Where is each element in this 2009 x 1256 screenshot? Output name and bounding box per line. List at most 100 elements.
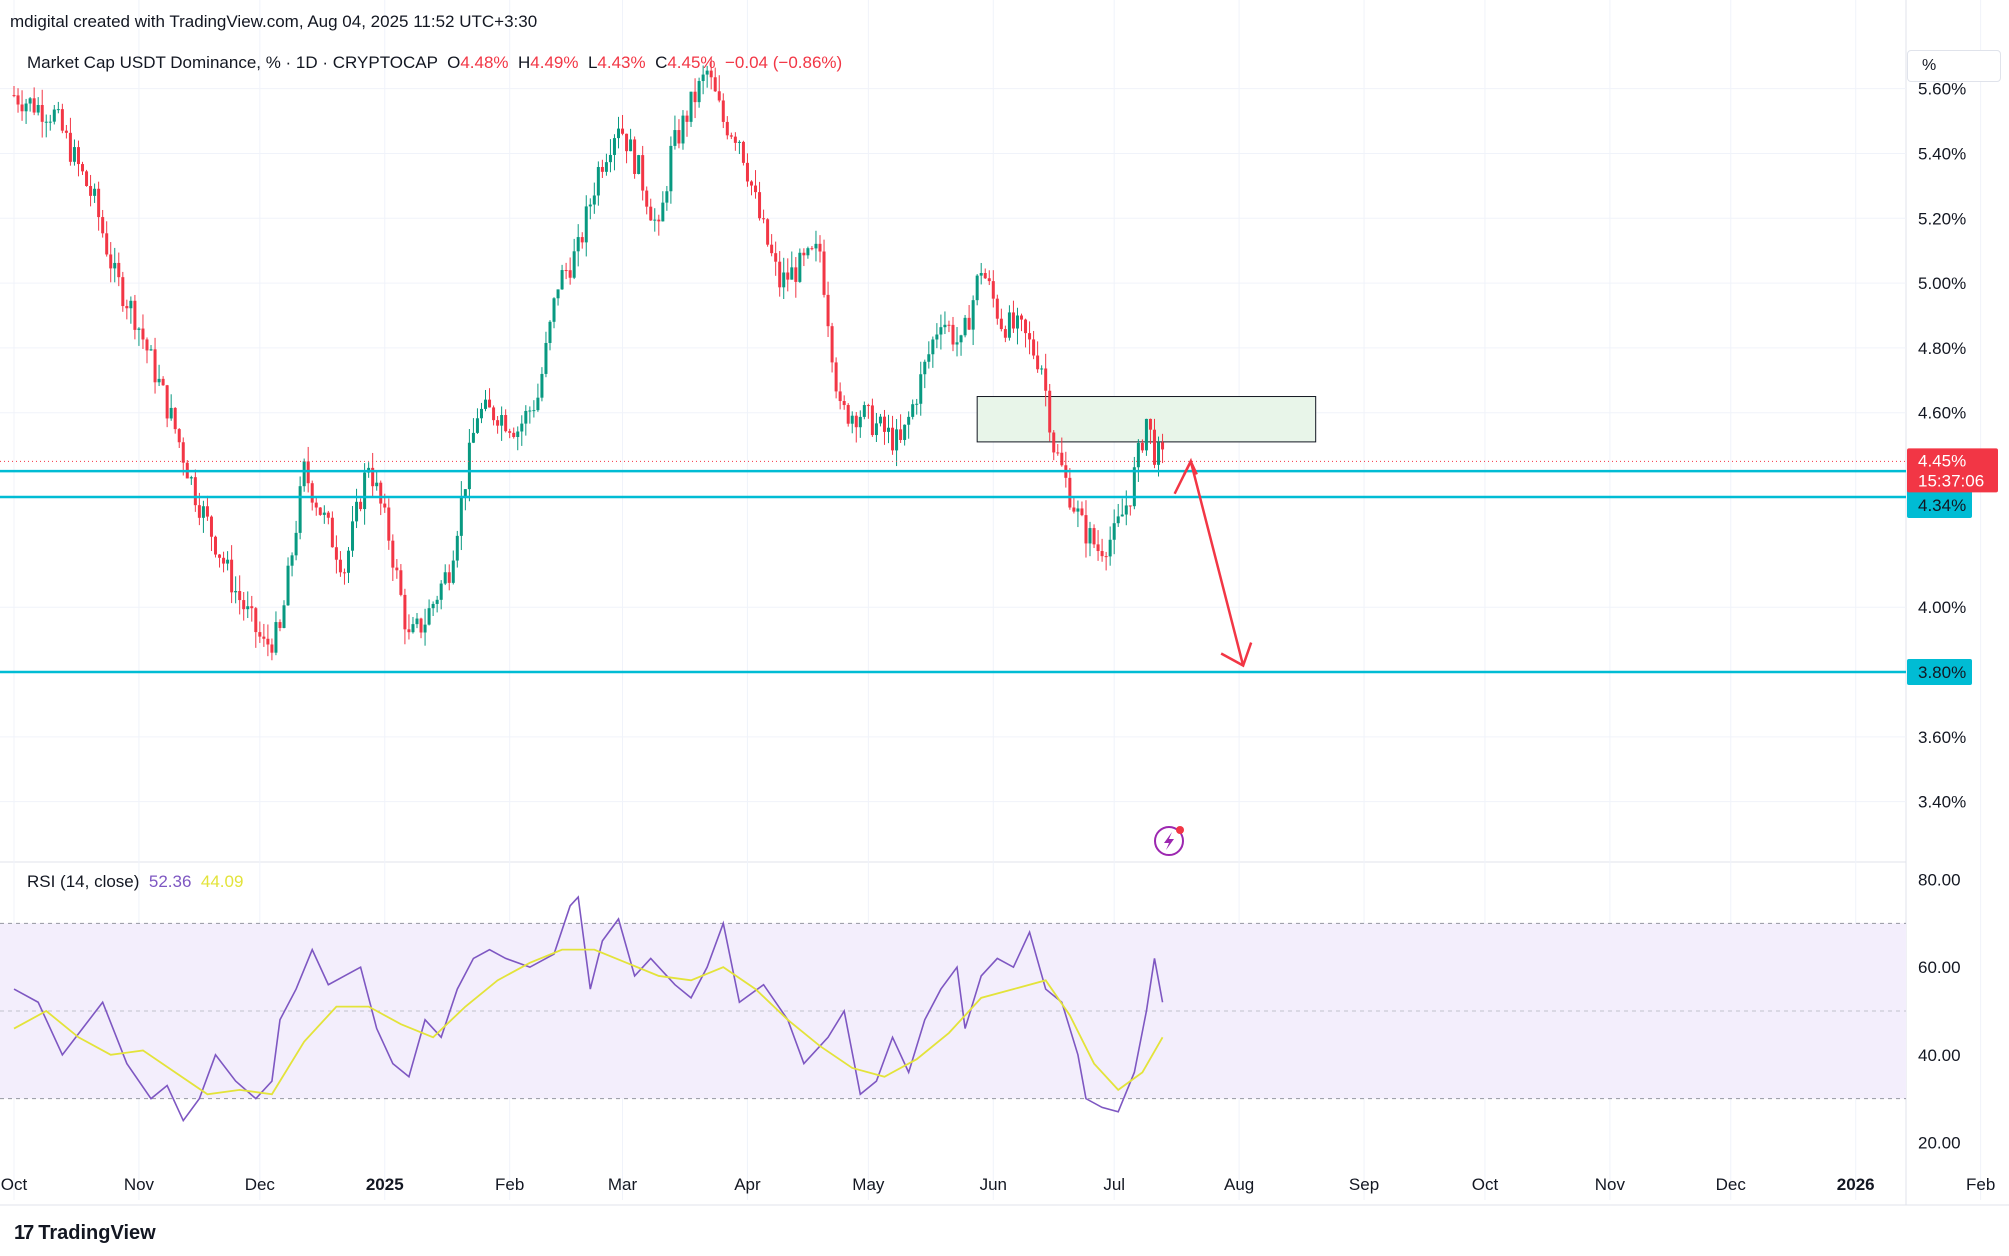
candle-body [298,486,302,533]
level-label: 4.34% [1918,496,1966,515]
candle-body [604,162,608,172]
candle-body [705,70,709,75]
candle-body [266,638,270,645]
candle-body [40,105,44,122]
candle-body [983,273,987,279]
candle-body [846,405,850,424]
candle-body [181,442,185,463]
candle-body [923,361,927,375]
candle-body [935,334,939,340]
candle-body [431,603,435,609]
candle-body [1028,333,1032,340]
candle-body [903,424,907,440]
candle-body [1080,508,1084,516]
change-value: −0.04 (−0.86%) [725,53,843,72]
candle-body [709,70,713,78]
candle-body [963,317,967,336]
candle-body [1136,442,1140,468]
time-tick-label: Feb [1966,1175,1995,1194]
candle-body [1140,442,1144,451]
time-tick-label: Sep [1349,1175,1379,1194]
lightning-icon[interactable] [1154,826,1184,856]
candle-body [814,243,818,249]
candle-body [310,483,314,503]
candle-body [359,501,363,510]
candle-body [479,408,483,419]
candle-body [330,517,334,548]
candle-body [584,206,588,243]
candle-body [762,218,766,220]
candle-body [76,147,80,165]
candle-body [484,399,488,409]
candle-body [834,362,838,392]
scale-unit-button[interactable]: % [1907,50,2001,82]
candle-body [226,559,230,564]
rsi-tick-label: 80.00 [1918,871,1961,890]
candle-body [1015,315,1019,329]
candle-body [733,136,737,143]
candle-body [999,318,1003,330]
candle-body [153,349,157,383]
time-tick-label: Apr [734,1175,761,1194]
candle-body [363,472,367,510]
candle-body [540,373,544,398]
candle-body [899,429,903,440]
candle-body [488,399,492,408]
time-tick-label: Jul [1103,1175,1125,1194]
candle-body [685,115,689,122]
candle-body [524,410,528,424]
candle-body [435,599,439,604]
candle-body [689,91,693,122]
candle-body [891,427,895,451]
candle-body [637,155,641,174]
candle-body [89,186,93,196]
rsi-ma-line [13,948,1164,1096]
candle-body [1152,429,1156,465]
tradingview-logo[interactable]: 17 TradingView [14,1222,156,1245]
high-value: 4.49% [530,53,579,72]
candle-body [560,270,564,290]
candle-body [1132,467,1136,507]
candle-body [97,188,101,218]
candle-body [1036,355,1040,370]
projection-arrow [1173,457,1245,666]
time-tick-label: Aug [1224,1175,1254,1194]
time-tick-label: Nov [1595,1175,1626,1194]
candle-body [516,431,520,437]
candle-body [1108,539,1112,557]
candle-body [338,559,342,573]
candle-body [36,105,40,113]
candle-body [1096,544,1100,552]
chart-header: mdigital created with TradingView.com, A… [10,12,538,31]
lightning-icon-ring [1154,826,1184,856]
price-tick-label: 4.80% [1918,339,1966,358]
candles [12,57,1165,661]
symbol-title: Market Cap USDT Dominance, % · 1D · CRYP… [27,53,438,72]
price-tick-label: 4.60% [1918,404,1966,423]
candle-body [931,339,935,355]
low-label: L [587,53,598,72]
candle-body [1024,319,1028,334]
candle-body [496,420,500,426]
candle-body [1148,418,1152,430]
candle-body [588,204,592,207]
candle-body [56,109,60,111]
candle-body [802,252,806,256]
candle-body [878,416,882,424]
price-tick-label: 3.60% [1918,728,1966,747]
candle-body [887,427,891,432]
candle-body [866,405,870,407]
candle-body [1011,312,1015,329]
rsi-tick-label: 20.00 [1918,1133,1961,1152]
lightning-icon-bolt [1164,832,1174,850]
candle-body [149,349,153,351]
candle-body [943,324,947,328]
time-tick-label: 2026 [1837,1175,1875,1194]
time-tick-label: Dec [245,1175,276,1194]
candle-body [222,557,226,564]
candle-body [951,324,955,345]
candle-body [955,342,959,345]
current-price-label: 4.45% [1918,451,1966,470]
candle-body [621,128,625,134]
